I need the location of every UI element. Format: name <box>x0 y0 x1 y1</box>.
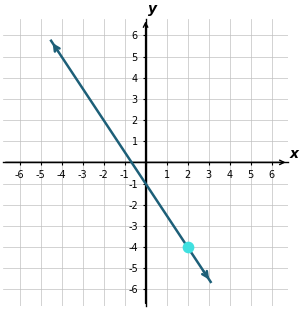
Text: y: y <box>148 2 157 16</box>
Point <box>185 244 190 249</box>
Text: x: x <box>290 147 298 161</box>
